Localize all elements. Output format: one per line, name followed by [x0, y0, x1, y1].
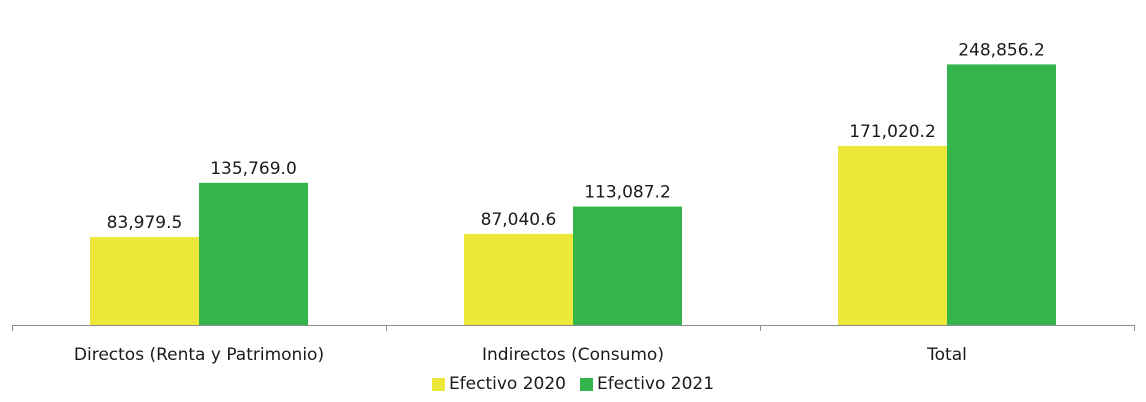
legend-swatch-2021: [580, 377, 593, 391]
data-label: 171,020.2: [849, 122, 936, 142]
category-label: Directos (Renta y Patrimonio): [74, 345, 324, 365]
bar-2020-1: [464, 233, 573, 325]
data-label: 87,040.6: [481, 210, 557, 230]
x-axis: [12, 325, 1135, 331]
bar-2020-0: [90, 237, 199, 325]
legend-label-2020: Efectivo 2020: [448, 374, 566, 394]
category-label: Total: [926, 345, 967, 365]
legend: Efectivo 2020 Efectivo 2021: [0, 372, 1146, 396]
bar-2021-2: [947, 64, 1056, 325]
bar-2020-2: [838, 145, 947, 325]
data-label: 83,979.5: [107, 213, 183, 233]
data-label: 113,087.2: [584, 183, 671, 203]
bar-2021-0: [199, 182, 308, 325]
value-labels-group: 83,979.5 135,769.0 87,040.6 113,087.2 171,02…: [107, 40, 1045, 233]
legend-label-2021: Efectivo 2021: [597, 374, 715, 394]
data-label: 248,856.2: [958, 40, 1045, 60]
category-label: Indirectos (Consumo): [482, 345, 664, 365]
legend-item-2021: Efectivo 2021: [580, 374, 714, 394]
data-label: 135,769.0: [210, 159, 297, 179]
legend-item-2020: Efectivo 2020: [431, 374, 566, 394]
category-labels-group: Directos (Renta y Patrimonio) Indirectos …: [74, 345, 967, 365]
bars-group: [90, 64, 1056, 325]
legend-swatch-2020: [431, 377, 445, 391]
bar-2021-1: [573, 206, 682, 325]
